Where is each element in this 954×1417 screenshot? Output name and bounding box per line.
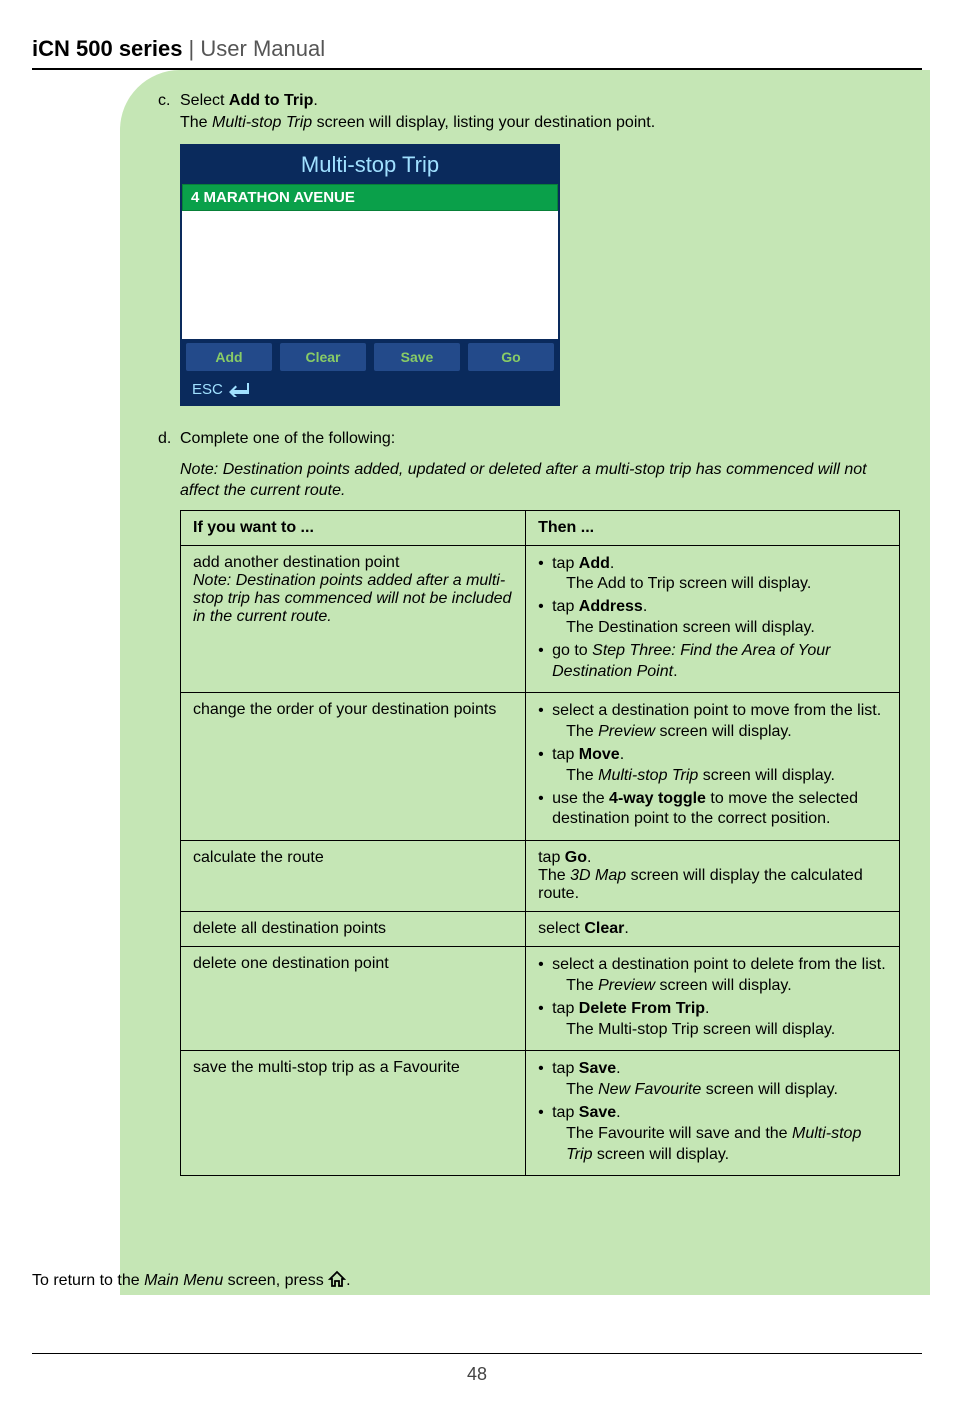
step-c-line: c.Select Add to Trip. bbox=[158, 92, 898, 110]
table-cell-right: select a destination point to delete fro… bbox=[526, 947, 900, 1051]
list-item: select a destination point to move from … bbox=[538, 701, 887, 743]
list-item: tap Save.The Favourite will save and the… bbox=[538, 1103, 887, 1165]
list-item: tap Move.The Multi-stop Trip screen will… bbox=[538, 745, 887, 787]
device-save-button[interactable]: Save bbox=[373, 342, 461, 372]
step-d-line: d.Complete one of the following: bbox=[158, 430, 898, 448]
step-c-bold: Add to Trip bbox=[229, 92, 313, 109]
device-esc-label: ESC bbox=[192, 381, 223, 398]
table-cell-left: delete all destination points bbox=[181, 912, 526, 947]
row0-left-main: add another destination point bbox=[193, 554, 513, 572]
table-row: calculate the route tap Go. The 3D Map s… bbox=[181, 841, 900, 912]
table-cell-right: tap Add.The Add to Trip screen will disp… bbox=[526, 545, 900, 693]
page-footer: 48 bbox=[32, 1353, 922, 1385]
row0-bullets: tap Add.The Add to Trip screen will disp… bbox=[538, 554, 887, 683]
step-c-sub-suffix: screen will display, listing your destin… bbox=[312, 114, 655, 131]
row1-bullets: select a destination point to move from … bbox=[538, 701, 887, 830]
instruction-table: If you want to ... Then ... add another … bbox=[180, 510, 900, 1177]
step-d-text: Complete one of the following: bbox=[180, 430, 395, 447]
table-header-row: If you want to ... Then ... bbox=[181, 510, 900, 545]
table-cell-right: tap Go. The 3D Map screen will display t… bbox=[526, 841, 900, 912]
return-line: To return to the Main Menu screen, press… bbox=[32, 1270, 351, 1293]
page-header: iCN 500 series | User Manual bbox=[32, 36, 922, 70]
table-cell-left: calculate the route bbox=[181, 841, 526, 912]
list-item: go to Step Three: Find the Area of Your … bbox=[538, 641, 887, 683]
list-item: tap Save.The New Favourite screen will d… bbox=[538, 1059, 887, 1101]
home-icon bbox=[328, 1270, 346, 1293]
page-number: 48 bbox=[467, 1364, 487, 1384]
return-suffix: . bbox=[346, 1272, 350, 1289]
device-screenshot: Multi-stop Trip 4 MARATHON AVENUE Add Cl… bbox=[180, 144, 560, 406]
table-cell-right: select a destination point to move from … bbox=[526, 693, 900, 841]
device-title: Multi-stop Trip bbox=[182, 146, 558, 184]
list-item: tap Address.The Destination screen will … bbox=[538, 597, 887, 639]
device-row-1: 4 MARATHON AVENUE bbox=[182, 184, 558, 211]
table-cell-right: select Clear. bbox=[526, 912, 900, 947]
enter-arrow-icon bbox=[229, 383, 249, 397]
step-d-note: Note: Destination points added, updated … bbox=[180, 460, 898, 502]
table-col2-header: Then ... bbox=[526, 510, 900, 545]
step-c-sub-prefix: The bbox=[180, 114, 212, 131]
device-add-button[interactable]: Add bbox=[185, 342, 273, 372]
device-esc-row[interactable]: ESC bbox=[182, 375, 558, 404]
table-cell-left: save the multi-stop trip as a Favourite bbox=[181, 1051, 526, 1176]
step-c-sub: The Multi-stop Trip screen will display,… bbox=[180, 114, 898, 132]
table-cell-left: change the order of your destination poi… bbox=[181, 693, 526, 841]
return-mid: screen, press bbox=[223, 1272, 328, 1289]
device-blank-area bbox=[182, 211, 558, 339]
device-clear-button[interactable]: Clear bbox=[279, 342, 367, 372]
product-title: iCN 500 series bbox=[32, 36, 182, 61]
header-sep: | bbox=[182, 36, 200, 61]
step-c-prefix: Select bbox=[180, 92, 229, 109]
list-item: tap Delete From Trip.The Multi-stop Trip… bbox=[538, 999, 887, 1041]
step-c-suffix: . bbox=[313, 92, 317, 109]
list-item: use the 4-way toggle to move the selecte… bbox=[538, 789, 887, 831]
content-area: c.Select Add to Trip. The Multi-stop Tri… bbox=[158, 92, 898, 1176]
table-cell-right: tap Save.The New Favourite screen will d… bbox=[526, 1051, 900, 1176]
table-row: change the order of your destination poi… bbox=[181, 693, 900, 841]
doc-type: User Manual bbox=[200, 36, 325, 61]
step-c-letter: c. bbox=[158, 92, 180, 110]
table-cell-left: add another destination point Note: Dest… bbox=[181, 545, 526, 693]
step-d-letter: d. bbox=[158, 430, 180, 448]
table-row: delete one destination point select a de… bbox=[181, 947, 900, 1051]
step-c-sub-italic: Multi-stop Trip bbox=[212, 114, 312, 131]
return-italic: Main Menu bbox=[144, 1272, 223, 1289]
list-item: select a destination point to delete fro… bbox=[538, 955, 887, 997]
table-col1-header: If you want to ... bbox=[181, 510, 526, 545]
table-cell-left: delete one destination point bbox=[181, 947, 526, 1051]
return-prefix: To return to the bbox=[32, 1272, 144, 1289]
table-row: add another destination point Note: Dest… bbox=[181, 545, 900, 693]
table-row: delete all destination points select Cle… bbox=[181, 912, 900, 947]
row0-left-note: Note: Destination points added after a m… bbox=[193, 572, 513, 626]
list-item: tap Add.The Add to Trip screen will disp… bbox=[538, 554, 887, 596]
row5-bullets: tap Save.The New Favourite screen will d… bbox=[538, 1059, 887, 1165]
device-button-row: Add Clear Save Go bbox=[182, 339, 558, 375]
row4-bullets: select a destination point to delete fro… bbox=[538, 955, 887, 1040]
device-go-button[interactable]: Go bbox=[467, 342, 555, 372]
table-row: save the multi-stop trip as a Favourite … bbox=[181, 1051, 900, 1176]
